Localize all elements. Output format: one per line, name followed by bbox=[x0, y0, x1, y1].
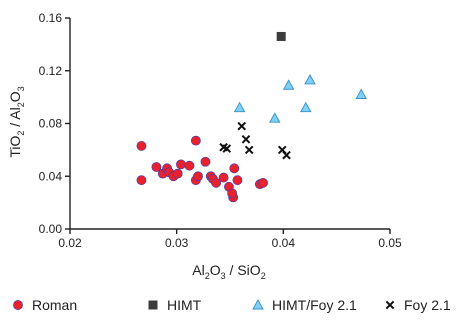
series-foy-2-1 bbox=[220, 123, 290, 159]
plot-area bbox=[137, 32, 366, 202]
data-point bbox=[137, 141, 146, 150]
legend-label: Foy 2.1 bbox=[404, 297, 451, 313]
legend-marker bbox=[149, 301, 158, 310]
data-point bbox=[246, 146, 253, 153]
x-axis: 0.02 0.03 0.04 0.05 bbox=[58, 229, 402, 250]
legend-label: Roman bbox=[32, 297, 77, 313]
data-point bbox=[277, 32, 286, 41]
series-roman bbox=[137, 136, 268, 202]
series-himt bbox=[277, 32, 286, 41]
data-point bbox=[193, 172, 202, 181]
data-point bbox=[356, 89, 366, 98]
legend-label: HIMT/Foy 2.1 bbox=[272, 297, 357, 313]
data-point bbox=[230, 164, 239, 173]
y-tick-label: 0.16 bbox=[39, 11, 63, 25]
series-himt-foy-2-1 bbox=[235, 75, 367, 122]
y-tick-label: 0.08 bbox=[39, 117, 63, 131]
legend-marker bbox=[386, 301, 393, 308]
data-point bbox=[283, 152, 290, 159]
x-tick-label: 0.03 bbox=[165, 236, 189, 250]
x-tick-label: 0.05 bbox=[378, 236, 402, 250]
data-point bbox=[235, 103, 245, 112]
data-point bbox=[173, 169, 182, 178]
legend-marker bbox=[253, 300, 263, 309]
legend-item: Roman bbox=[13, 297, 77, 313]
data-point bbox=[238, 123, 245, 130]
legend: Roman HIMT HIMT/Foy 2.1 Foy 2.1 bbox=[13, 297, 451, 313]
legend-item: Foy 2.1 bbox=[386, 297, 451, 313]
data-point bbox=[233, 176, 242, 185]
y-axis: 0.00 0.04 0.08 0.12 0.16 bbox=[39, 11, 70, 236]
data-point bbox=[270, 113, 280, 122]
data-point bbox=[201, 157, 210, 166]
data-point bbox=[284, 80, 294, 89]
data-point bbox=[191, 136, 200, 145]
data-point bbox=[137, 176, 146, 185]
legend-label: HIMT bbox=[167, 297, 202, 313]
x-axis-title: Al2O3 / SiO2 bbox=[192, 262, 265, 281]
data-point bbox=[219, 173, 228, 182]
data-point bbox=[301, 103, 311, 112]
data-point bbox=[176, 160, 185, 169]
y-tick-label: 0.04 bbox=[39, 169, 63, 183]
y-tick-label: 0.00 bbox=[39, 222, 63, 236]
data-point bbox=[258, 178, 267, 187]
x-tick-label: 0.02 bbox=[58, 236, 82, 250]
legend-item: HIMT/Foy 2.1 bbox=[253, 297, 357, 313]
y-axis-title: TiO2 / Al2O3 bbox=[7, 86, 26, 157]
data-point bbox=[305, 75, 315, 84]
x-tick-label: 0.04 bbox=[272, 236, 296, 250]
y-tick-label: 0.12 bbox=[39, 64, 63, 78]
legend-marker bbox=[13, 300, 22, 309]
data-point bbox=[242, 136, 249, 143]
data-point bbox=[185, 161, 194, 170]
legend-item: HIMT bbox=[149, 297, 202, 313]
data-point bbox=[228, 189, 237, 198]
